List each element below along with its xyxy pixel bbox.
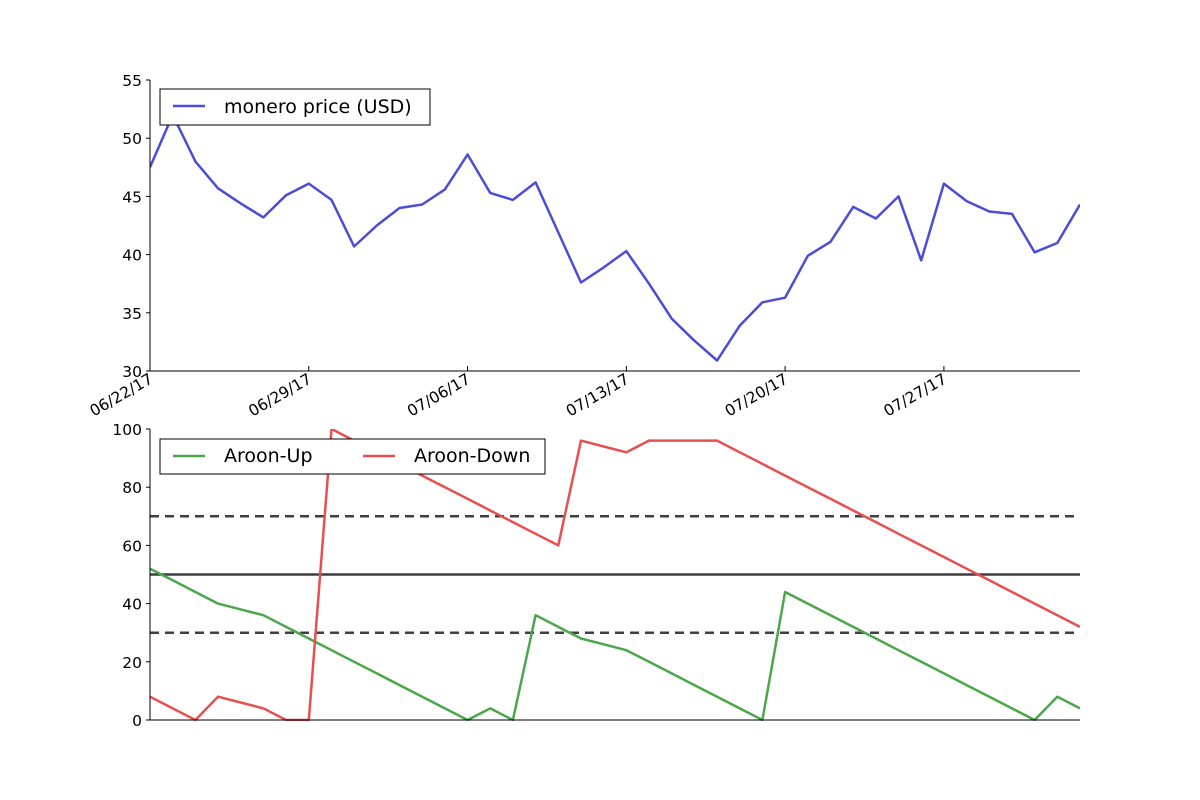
aroon-down-legend-label: Aroon-Down bbox=[414, 445, 530, 467]
series-line-monero-price-usd bbox=[150, 113, 1080, 362]
price-legend: monero price (USD) bbox=[159, 88, 431, 126]
price-legend-label: monero price (USD) bbox=[224, 96, 412, 118]
y-tick-label: 20 bbox=[122, 654, 142, 672]
y-tick-label: 50 bbox=[122, 130, 142, 148]
y-tick-label: 40 bbox=[122, 247, 142, 265]
aroon-legend-box bbox=[159, 438, 546, 475]
aroon-axes-frame bbox=[149, 429, 1080, 721]
y-tick-label: 35 bbox=[122, 305, 142, 323]
price-axes-frame bbox=[149, 80, 1080, 372]
aroon-y-axis: 0 20 40 60 80 100 bbox=[112, 421, 150, 730]
y-tick-label: 55 bbox=[122, 72, 142, 90]
y-tick-label: 100 bbox=[112, 421, 142, 439]
aroon-reference-lines bbox=[150, 515, 1080, 634]
aroon-legend: Aroon-Up Aroon-Down bbox=[159, 438, 546, 475]
y-tick-label: 45 bbox=[122, 188, 142, 206]
aroon-chart: 0 20 40 60 80 100 Aroon-Up Aroon-Down bbox=[112, 421, 1080, 730]
y-tick-label: 60 bbox=[122, 537, 142, 555]
y-tick-label: 40 bbox=[122, 596, 142, 614]
aroon-up-legend-label: Aroon-Up bbox=[224, 445, 313, 467]
y-tick-label: 80 bbox=[122, 479, 142, 497]
y-tick-label: 0 bbox=[132, 712, 142, 730]
series-line-aroon-up bbox=[150, 567, 1080, 721]
price-y-axis: 30 35 40 45 50 55 bbox=[122, 72, 150, 381]
y-tick-label: 30 bbox=[122, 363, 142, 381]
